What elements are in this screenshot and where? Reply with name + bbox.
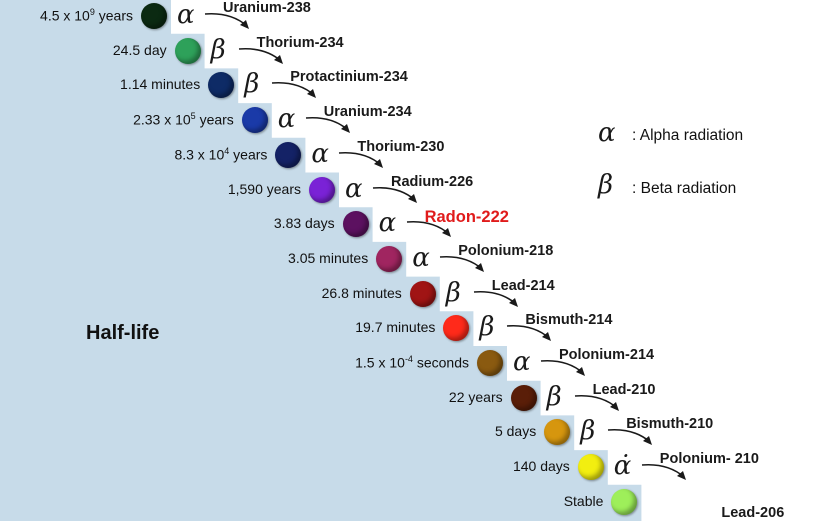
half-life-label: 140 days (512, 458, 570, 475)
half-life-label: 4.5 x 109 years (40, 7, 133, 24)
decay-arrow (204, 12, 249, 29)
decay-arrow (440, 255, 485, 272)
nuclide-name: Protactinium-234 (290, 69, 408, 86)
decay-arrow (540, 359, 585, 376)
half-life-label: 1.14 minutes (120, 76, 201, 93)
alpha-decay-symbol: α (345, 173, 363, 204)
half-life-label: 1.5 x 10-4 seconds (355, 354, 469, 371)
nuclide-name: Polonium- 210 (659, 451, 759, 468)
nuclide-name: Radon-222 (424, 208, 509, 227)
half-life-label: 2.33 x 105 years (133, 111, 234, 128)
nuclide-dot (409, 280, 436, 307)
nuclide-name: Thorium-230 (357, 138, 445, 155)
nuclide-dot (577, 454, 604, 481)
decay-arrow (305, 117, 350, 134)
nuclide-name: Polonium-214 (559, 347, 655, 363)
half-life-label: 3.83 days (273, 215, 335, 232)
decay-arrow (339, 151, 384, 168)
nuclide-dot (611, 488, 638, 515)
beta-decay-symbol: β (210, 34, 226, 65)
nuclide-dot (208, 72, 235, 99)
half-life-label: Stable (563, 492, 604, 509)
decay-arrow (473, 290, 518, 307)
alpha-legend-text: : Alpha radiation (632, 127, 744, 144)
decay-arrow (608, 429, 653, 446)
alpha-decay-symbol: α (378, 208, 397, 239)
nuclide-name: Polonium-218 (458, 242, 554, 259)
nuclide-dot (443, 315, 470, 342)
half-life-label: 8.3 x 104 years (174, 145, 268, 163)
beta-decay-symbol: β (580, 416, 596, 447)
nuclide-dot (275, 141, 302, 168)
nuclide-name: Uranium-238 (223, 0, 311, 16)
decay-arrow (372, 186, 417, 203)
decay-arrow (406, 221, 451, 238)
half-life-label: 5 days (494, 423, 537, 440)
half-life-label: 24.5 day (112, 41, 167, 58)
decay-arrow (272, 82, 317, 99)
nuclide-name: Thorium-234 (256, 34, 344, 51)
nuclide-dot (544, 419, 571, 446)
alpha-legend-symbol: α (598, 118, 616, 148)
nuclide-name: Bismuth-210 (626, 416, 714, 433)
alpha-decay-symbol: α (277, 104, 296, 135)
nuclide-dot (342, 211, 369, 238)
alpha-decay-symbol: α (177, 0, 195, 30)
nuclide-dot (376, 245, 403, 272)
nuclide-dot (141, 3, 167, 29)
beta-decay-symbol: β (546, 381, 562, 412)
nuclide-dot (477, 350, 503, 376)
half-life-label: 19.7 minutes (355, 319, 436, 336)
nuclide-name: Bismuth-214 (525, 312, 613, 329)
decay-arrow (574, 394, 619, 411)
alpha-decay-symbol: α (513, 347, 531, 377)
alpha-decay-symbol: α (412, 242, 430, 273)
beta-decay-symbol: β (445, 277, 461, 308)
nuclide-name: Lead-214 (491, 277, 555, 294)
nuclide-dot (309, 176, 335, 203)
half-life-label: 26.8 minutes (321, 284, 402, 301)
decay-arrow (507, 325, 552, 342)
nuclide-dot (174, 37, 201, 64)
beta-legend-symbol: β (598, 170, 614, 200)
beta-decay-symbol: β (244, 69, 260, 100)
half-life-title: Half-life (86, 322, 160, 344)
alpha-decay-symbol: α̇ (613, 451, 632, 482)
nuclide-name: Lead-210 (592, 381, 656, 398)
half-life-label: 1,590 years (227, 180, 301, 197)
decay-arrow (641, 464, 686, 481)
nuclide-name: Radium-226 (391, 173, 474, 190)
nuclide-name: Uranium-234 (323, 104, 412, 121)
half-life-label: 3.05 minutes (288, 249, 369, 266)
nuclide-dot (241, 107, 268, 134)
nuclide-name: Lead-206 (721, 504, 785, 521)
nuclide-dot (510, 384, 537, 411)
half-life-label: 22 years (448, 388, 503, 405)
beta-decay-symbol: β (479, 312, 495, 343)
alpha-decay-symbol: α (311, 138, 329, 169)
decay-arrow (238, 47, 283, 64)
beta-legend-text: : Beta radiation (632, 180, 737, 197)
